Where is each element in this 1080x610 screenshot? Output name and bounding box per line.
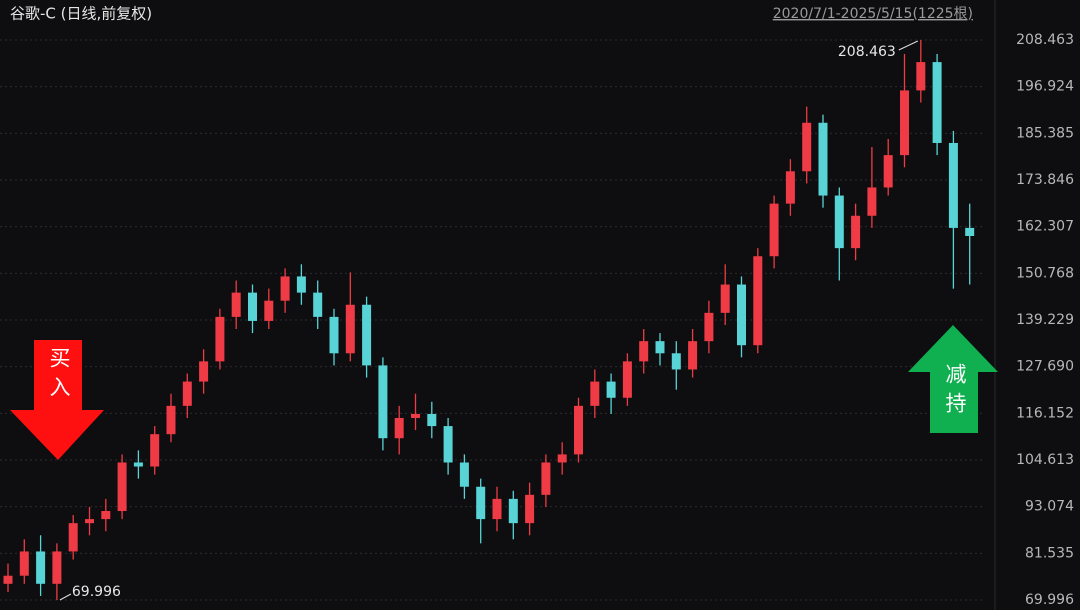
candle-body [753,256,763,346]
candle-body [248,292,257,321]
candle-body [541,462,551,495]
candle-body [19,551,29,576]
y-tick-label: 104.613 [1016,452,1074,468]
candle-body [459,462,469,487]
candle-body [574,405,583,455]
y-tick-label: 162.307 [1016,219,1074,235]
candle-body [655,341,665,354]
candle-body [883,155,893,188]
candle-body [182,381,192,406]
buy-label: 买入 [47,347,71,405]
candle-body [802,122,812,172]
candle-body [378,365,388,439]
y-tick-label: 139.229 [1016,312,1074,328]
candle-body [834,195,844,249]
candle-body [785,171,795,204]
candle-body [720,284,730,313]
candle-body [280,276,290,301]
max-label: 208.463 [838,44,896,60]
candle-body [394,417,404,439]
candle-body [900,90,909,156]
candle-body [68,523,78,552]
candle-body [818,122,828,196]
candle-body [362,304,372,366]
y-tick-label: 150.768 [1016,265,1074,281]
candle-body [427,413,437,427]
candle-body [737,284,746,346]
candle-body [117,462,127,512]
candle-body [166,405,176,435]
candle-body [296,276,306,293]
candle-body [671,353,681,370]
candle-body [948,142,958,228]
candle-body [606,381,616,398]
candle-body [411,413,420,418]
chart-title: 谷歌-C (日线,前复权) [10,5,152,23]
min-label: 69.996 [72,584,121,600]
y-tick-label: 173.846 [1016,172,1074,188]
candle-body [557,454,567,463]
min-pointer [59,593,72,601]
candle-body [85,519,94,524]
candle-body [525,494,535,524]
sell-arrow [908,325,998,433]
candle-body [3,575,13,584]
candle-body [264,300,274,321]
candle-body [150,434,160,467]
y-tick-label: 93.074 [1025,499,1074,515]
candle-body [639,341,649,362]
y-tick-label: 196.924 [1016,79,1074,95]
candle-body [867,187,877,216]
candle-body [199,361,209,382]
buy-arrow [10,340,104,460]
candle-body [965,227,975,236]
candle-body [476,486,486,520]
candle-body [508,498,518,524]
date-range: 2020/7/1-2025/5/15(1225根) [773,6,973,22]
candle-body [688,341,698,370]
candle-body [101,511,111,520]
candle-body [769,203,779,257]
sell-label: 减持 [943,363,967,421]
y-tick-label: 116.152 [1016,405,1074,421]
y-tick-label: 127.690 [1016,359,1074,375]
y-tick-label: 81.535 [1025,545,1074,561]
candle-body [622,361,632,398]
candle-body [345,304,355,354]
y-tick-label: 185.385 [1016,125,1074,141]
candle-body [590,381,600,406]
max-pointer [898,40,919,51]
candle-body [313,292,323,317]
candle-body [704,312,714,342]
candle-body [851,215,861,249]
candle-body [231,292,241,317]
candle-body [36,551,46,584]
candle-body [492,498,502,520]
candle-body [916,62,926,91]
candle-body [133,462,143,467]
candle-body [329,316,339,354]
candle-body [932,62,942,143]
y-tick-label: 69.996 [1025,592,1074,608]
y-tick-label: 208.463 [1016,32,1074,48]
candle-body [215,316,225,362]
candle-body [443,426,453,463]
candle-body [52,551,62,584]
